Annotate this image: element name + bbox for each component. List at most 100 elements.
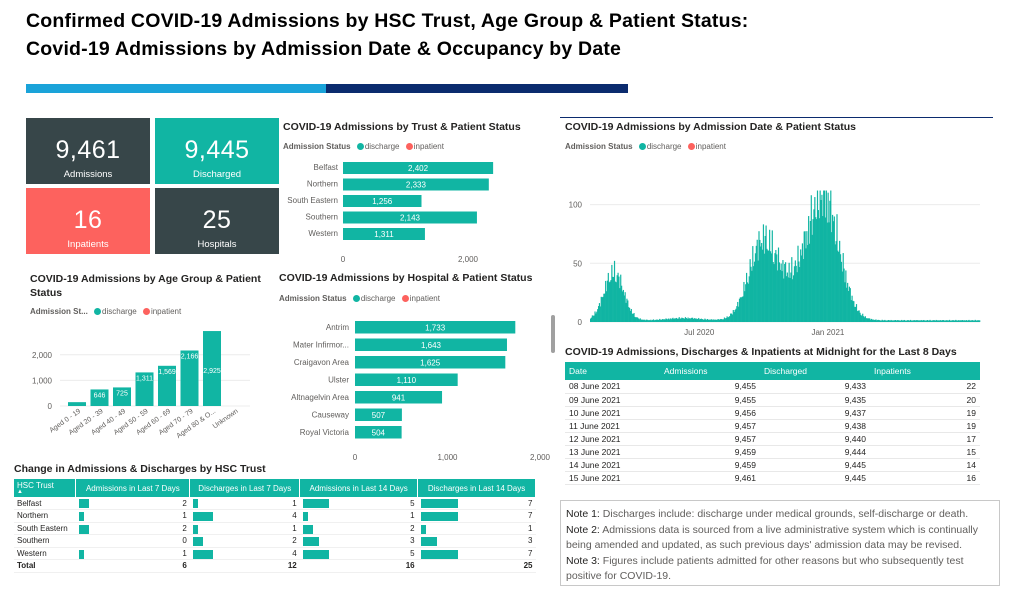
age-category-label: Unknown — [212, 408, 240, 431]
cell-value: 1 — [292, 498, 297, 508]
date-bar — [724, 318, 726, 322]
date-bar — [789, 277, 791, 322]
date-bar — [787, 277, 789, 322]
cell-value: 3 — [410, 536, 415, 546]
legend-discharge[interactable]: discharge — [102, 307, 137, 316]
legend-inpatient[interactable]: inpatient — [409, 294, 440, 303]
table-row[interactable]: Western 1 4 5 7 — [14, 547, 536, 560]
date-bar — [666, 318, 668, 322]
date-bar — [754, 253, 757, 322]
legend-discharge[interactable]: discharge — [646, 142, 682, 151]
inpatient-dot-icon — [405, 143, 413, 150]
table-row[interactable]: 12 June 2021 9,457 9,440 17 — [565, 432, 980, 446]
date-bar — [784, 263, 786, 322]
hospital-bar — [355, 356, 506, 369]
legend-inpatient[interactable]: inpatient — [695, 142, 726, 151]
col-hsc-trust[interactable]: HSC Trust ▲ — [14, 479, 77, 497]
age-ytick: 2,000 — [32, 351, 53, 360]
date-bar — [662, 319, 664, 322]
notes-box: Note 1: Discharges include: discharge un… — [560, 500, 1000, 586]
col-adm-14[interactable]: Admissions in Last 14 Days — [299, 479, 419, 497]
date-bar — [799, 267, 801, 322]
col-dis-7[interactable]: Discharges in Last 7 Days — [189, 479, 301, 497]
date-bar — [974, 319, 976, 322]
date-bar — [883, 320, 885, 322]
table-row[interactable]: 15 June 2021 9,461 9,445 16 — [565, 471, 980, 485]
discharge-dot-icon — [94, 308, 102, 315]
legend-inpatient[interactable]: inpatient — [150, 307, 182, 316]
date-bar — [963, 320, 965, 322]
date-bar — [952, 320, 954, 322]
date-bar — [845, 270, 847, 322]
date-bar — [637, 318, 640, 322]
hospital-category-label: Causeway — [312, 411, 349, 420]
table-row[interactable]: Northern 1 4 1 7 — [14, 509, 536, 523]
legend-inpatient[interactable]: inpatient — [413, 142, 444, 151]
table-row[interactable]: 13 June 2021 9,459 9,444 15 — [565, 445, 980, 459]
date-bar — [627, 300, 629, 322]
col-discharged[interactable]: Discharged — [760, 362, 870, 380]
date-bar — [777, 247, 780, 322]
table-row[interactable]: 08 June 2021 9,455 9,433 22 — [565, 380, 980, 394]
card-inpatients[interactable]: 16 Inpatients — [26, 188, 150, 254]
date-bar — [848, 286, 851, 322]
date-bar — [590, 317, 593, 322]
table-row[interactable]: Belfast 2 1 5 7 — [14, 497, 536, 510]
date-bar — [906, 320, 908, 322]
date-bar — [763, 253, 765, 322]
date-bar — [769, 251, 772, 322]
date-bar — [769, 229, 771, 322]
col-date[interactable]: Date — [565, 362, 660, 380]
date-bar — [648, 319, 650, 322]
inpatient-dot-icon — [401, 295, 409, 302]
table-row[interactable]: Southern 0 2 3 3 — [14, 534, 536, 548]
note-2-text: Admissions data is sourced from a live a… — [566, 523, 979, 552]
date-bar — [597, 306, 600, 322]
date-bar — [932, 320, 934, 322]
col-inpatients[interactable]: Inpatients — [870, 362, 980, 380]
date-bar — [815, 217, 817, 322]
date-bar — [930, 320, 932, 322]
date-bar — [864, 316, 866, 322]
date-bar — [861, 315, 863, 322]
date-bar — [751, 270, 753, 322]
date-bar — [780, 263, 782, 322]
date-bar — [680, 318, 682, 322]
legend-discharge[interactable]: discharge — [364, 142, 400, 151]
date-bar — [726, 316, 728, 322]
date-bar — [683, 318, 686, 322]
date-bar — [604, 293, 606, 322]
legend-discharge[interactable]: discharge — [360, 294, 396, 303]
date-bar — [908, 320, 910, 322]
age-data-label: 1,311 — [136, 375, 153, 382]
cell-discharged: 9,445 — [760, 458, 870, 472]
last-8-days-table: Date Admissions Discharged Inpatients 08… — [565, 362, 980, 485]
table-row[interactable]: South Eastern 2 1 2 1 — [14, 522, 536, 535]
date-bar — [812, 219, 814, 322]
col-adm-7[interactable]: Admissions in Last 7 Days — [75, 479, 191, 497]
card-discharged[interactable]: 9,445 Discharged — [155, 118, 279, 184]
date-bar — [839, 254, 842, 322]
age-data-label: 2,925 — [203, 368, 221, 375]
scrollbar-thumb[interactable] — [551, 315, 555, 353]
table-row[interactable]: 14 June 2021 9,459 9,445 14 — [565, 458, 980, 472]
card-admissions[interactable]: 9,461 Admissions — [26, 118, 150, 184]
table-row[interactable]: 11 June 2021 9,457 9,438 19 — [565, 419, 980, 433]
date-bar — [593, 315, 595, 322]
date-bar — [834, 244, 836, 322]
date-bar — [889, 320, 891, 322]
col-dis-14[interactable]: Discharges in Last 14 Days — [417, 479, 536, 497]
date-bar — [771, 230, 773, 322]
note-1: Note 1: Discharges include: discharge un… — [566, 507, 994, 523]
col-admissions[interactable]: Admissions — [660, 362, 760, 380]
card-hospitals[interactable]: 25 Hospitals — [155, 188, 279, 254]
date-bar — [831, 232, 833, 322]
date-bar — [827, 192, 829, 322]
date-bar — [867, 318, 869, 322]
date-bar — [597, 309, 599, 322]
cell-discharged: 9,440 — [760, 432, 870, 446]
table-row[interactable]: 10 June 2021 9,456 9,437 19 — [565, 406, 980, 420]
table-row[interactable]: 09 June 2021 9,455 9,435 20 — [565, 393, 980, 407]
hospital-data-label: 941 — [392, 394, 406, 403]
date-bar — [925, 320, 927, 322]
